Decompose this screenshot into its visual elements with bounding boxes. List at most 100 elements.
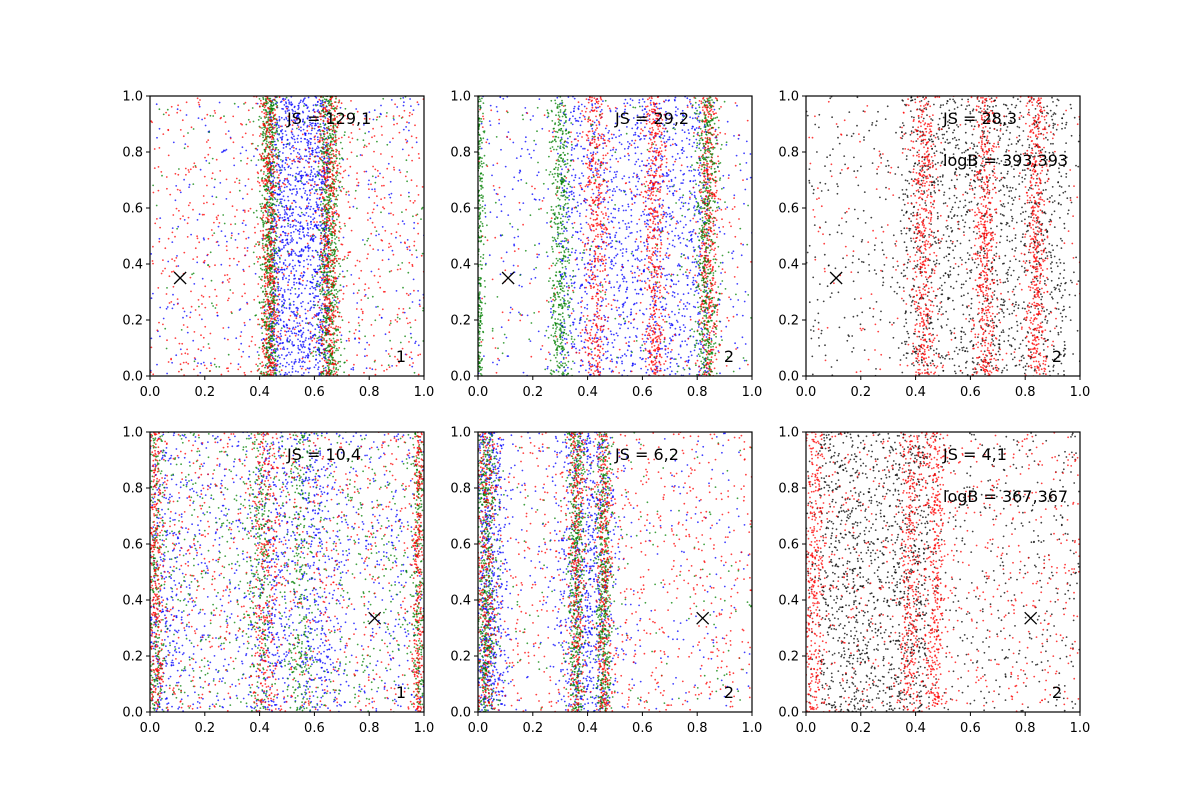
scatter-point <box>160 272 163 275</box>
scatter-point <box>326 162 329 165</box>
scatter-point <box>340 289 342 292</box>
scatter-point <box>179 348 182 351</box>
scatter-point <box>224 121 227 123</box>
scatter-point <box>404 175 407 178</box>
scatter-point <box>400 194 402 197</box>
scatter-point <box>261 332 264 334</box>
scatter-point <box>372 127 374 130</box>
scatter-point <box>287 181 289 184</box>
scatter-point <box>370 270 373 273</box>
scatter-point <box>188 186 191 189</box>
scatter-point <box>274 154 276 157</box>
scatter-point <box>348 339 350 342</box>
scatter-point <box>287 284 289 287</box>
scatter-point <box>281 166 284 168</box>
scatter-point <box>274 293 276 295</box>
scatter-point <box>302 123 305 126</box>
scatter-point <box>314 275 316 277</box>
scatter-point <box>290 231 292 234</box>
scatter-point <box>271 343 273 345</box>
scatter-point <box>262 120 265 123</box>
scatter-point <box>409 326 412 329</box>
scatter-point <box>321 336 324 339</box>
scatter-point <box>176 108 179 111</box>
scatter-point <box>293 138 296 141</box>
scatter-point <box>417 290 419 292</box>
scatter-point <box>330 190 332 192</box>
scatter-point <box>285 159 288 162</box>
scatter-point <box>260 218 263 220</box>
scatter-point <box>324 305 327 308</box>
scatter-point <box>253 262 256 265</box>
scatter-point <box>278 298 281 301</box>
scatter-point <box>220 263 223 266</box>
scatter-point <box>335 259 338 262</box>
scatter-point <box>287 219 290 222</box>
scatter-point <box>257 295 259 298</box>
scatter-point <box>267 301 269 303</box>
scatter-point <box>256 216 258 219</box>
scatter-point <box>321 147 324 150</box>
scatter-point <box>318 264 321 267</box>
scatter-point <box>214 178 216 181</box>
scatter-point <box>293 281 295 284</box>
scatter-point <box>323 155 325 158</box>
scatter-point <box>307 244 310 247</box>
scatter-point <box>336 290 339 293</box>
scatter-point <box>329 170 331 173</box>
scatter-point <box>275 270 278 273</box>
scatter-point <box>288 335 291 337</box>
scatter-point <box>330 275 333 278</box>
scatter-point <box>189 316 192 319</box>
scatter-point <box>334 222 336 225</box>
scatter-point <box>369 217 372 220</box>
scatter-point <box>186 222 189 225</box>
scatter-point <box>316 285 318 288</box>
scatter-point <box>404 138 407 141</box>
scatter-point <box>371 211 374 214</box>
scatter-point <box>322 373 325 375</box>
scatter-point <box>276 133 279 135</box>
scatter-point <box>332 366 335 368</box>
scatter-point <box>157 287 160 289</box>
scatter-point <box>175 265 178 268</box>
scatter-point <box>273 285 276 288</box>
scatter-point <box>272 175 275 178</box>
scatter-point <box>323 238 325 241</box>
scatter-point <box>420 254 423 257</box>
scatter-point <box>331 211 333 213</box>
scatter-point <box>331 147 333 150</box>
scatter-point <box>319 203 322 206</box>
scatter-point <box>323 254 326 257</box>
scatter-point <box>290 351 293 354</box>
scatter-point <box>408 356 411 359</box>
scatter-point <box>270 348 273 351</box>
scatter-point <box>321 333 323 336</box>
scatter-point <box>272 300 275 303</box>
scatter-point <box>313 316 315 318</box>
scatter-point <box>258 181 261 184</box>
scatter-point <box>327 217 330 220</box>
scatter-point <box>314 350 317 353</box>
scatter-point <box>261 325 264 328</box>
scatter-point <box>336 120 339 123</box>
scatter-point <box>269 270 272 272</box>
scatter-point <box>336 328 338 331</box>
scatter-point <box>299 174 302 177</box>
scatter-point <box>267 303 269 305</box>
scatter-point <box>172 285 175 288</box>
scatter-point <box>261 365 263 368</box>
scatter-point <box>286 110 289 112</box>
scatter-point <box>245 123 248 126</box>
scatter-point <box>280 287 283 290</box>
scatter-point <box>327 166 330 169</box>
scatter-point <box>273 166 275 169</box>
scatter-point <box>351 137 354 140</box>
scatter-point <box>308 125 311 128</box>
scatter-point <box>322 289 325 291</box>
scatter-point <box>291 108 294 111</box>
scatter-point <box>312 287 315 289</box>
scatter-point <box>232 292 234 294</box>
scatter-point <box>259 184 261 187</box>
scatter-point <box>311 281 314 284</box>
